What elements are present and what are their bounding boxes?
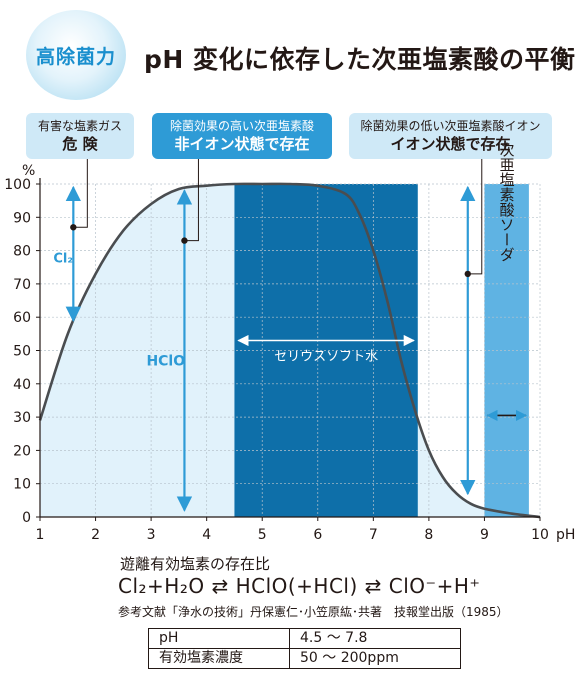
callout-line2: イオン状態で存在 <box>390 135 511 153</box>
leader-hclo-dot <box>181 237 188 244</box>
table-cell-key: pH <box>148 628 290 649</box>
y-tick-label: 50 <box>13 344 31 360</box>
callout-clo-ion: 除菌効果の低い次亜塩素酸イオン イオン状態で存在 <box>349 113 552 159</box>
y-tick-label: 20 <box>13 443 31 459</box>
footer-title: 遊離有効塩素の存在比 <box>120 555 271 573</box>
species-label-hclo: HClO <box>146 353 185 369</box>
leader-chlorine-gas-dot <box>70 224 77 231</box>
x-tick-label: 4 <box>202 527 211 543</box>
x-tick-label: 1 <box>36 527 45 543</box>
y-tick-label: 90 <box>13 210 31 226</box>
callout-line2: 非イオン状態で存在 <box>174 135 310 153</box>
y-tick-label: 80 <box>13 244 31 260</box>
badge-bubble: 高除菌力 <box>26 10 126 100</box>
leader-hclo <box>184 159 199 242</box>
y-unit-label: % <box>22 163 35 179</box>
x-tick-label: 7 <box>369 527 378 543</box>
y-tick-label: 10 <box>13 477 31 493</box>
callout-line1: 除菌効果の高い次亜塩素酸 <box>169 119 314 133</box>
equilibrium-equation: Cl₂+H₂O ⇄ HClO(+HCl) ⇄ ClO⁻+H⁺ <box>118 574 481 598</box>
y-tick-label: 30 <box>13 410 31 426</box>
callout-line1: 有害な塩素ガス <box>37 119 122 133</box>
y-tick-label: 40 <box>13 377 31 393</box>
table-cell-value: 4.5 〜 7.8 <box>289 628 461 649</box>
callout-line2: 危 険 <box>62 135 98 153</box>
reference-note: 参考文献「浄水の技術」丹保憲仁･小笠原紘･共著 技報堂出版（1985） <box>118 605 509 619</box>
x-tick-label: 3 <box>147 527 156 543</box>
callout-chlorine-gas: 有害な塩素ガス 危 険 <box>26 113 134 159</box>
x-tick-label: 8 <box>424 527 433 543</box>
leader-chlorine-gas <box>73 159 88 228</box>
leader-clo-ion-dot <box>464 270 471 278</box>
y-tick-label: 70 <box>13 277 31 293</box>
x-tick-label: 9 <box>480 527 489 543</box>
table-row: 有効塩素濃度 50 〜 200ppm <box>148 648 461 669</box>
x-tick-label: 6 <box>313 527 322 543</box>
species-label-cl2: Cl₂ <box>53 251 73 266</box>
table-row: pH 4.5 〜 7.8 <box>148 628 461 649</box>
region-label-serius: セリウスソフト水 <box>274 350 378 365</box>
table-cell-value: 50 〜 200ppm <box>289 648 461 669</box>
table-cell-key: 有効塩素濃度 <box>148 648 290 669</box>
parameter-table: pH 4.5 〜 7.8 有効塩素濃度 50 〜 200ppm <box>148 628 461 669</box>
y-tick-label: 100 <box>4 177 31 193</box>
ph-equilibrium-chart: 0 10 20 30 40 50 60 70 80 90 100 1 2 3 4 5 6 7 8 9 10% pH Cl₂ H… <box>4 142 575 543</box>
series-line-hclo <box>38 182 541 519</box>
species-label-clo: ClO⁻ <box>432 337 466 353</box>
x-tick-label: 5 <box>258 527 267 543</box>
badge-label: 高除菌力 <box>35 45 116 68</box>
x-tick-label: 10 <box>531 527 549 543</box>
y-tick-label: 0 <box>22 510 31 526</box>
leader-clo-ion <box>467 159 483 275</box>
x-tick-label: 2 <box>91 527 100 543</box>
y-tick-label: 60 <box>13 310 31 326</box>
callout-line1: 除菌効果の低い次亜塩素酸イオン <box>360 119 541 133</box>
region-label-sodium-hypochlorite: 次亜塩素酸ソーダ <box>498 142 516 262</box>
page-title: pH 変化に依存した次亜塩素酸の平衡 <box>144 45 576 74</box>
callout-hclo: 除菌効果の高い次亜塩素酸 非イオン状態で存在 <box>152 113 332 159</box>
x-unit-label: pH <box>556 527 575 543</box>
